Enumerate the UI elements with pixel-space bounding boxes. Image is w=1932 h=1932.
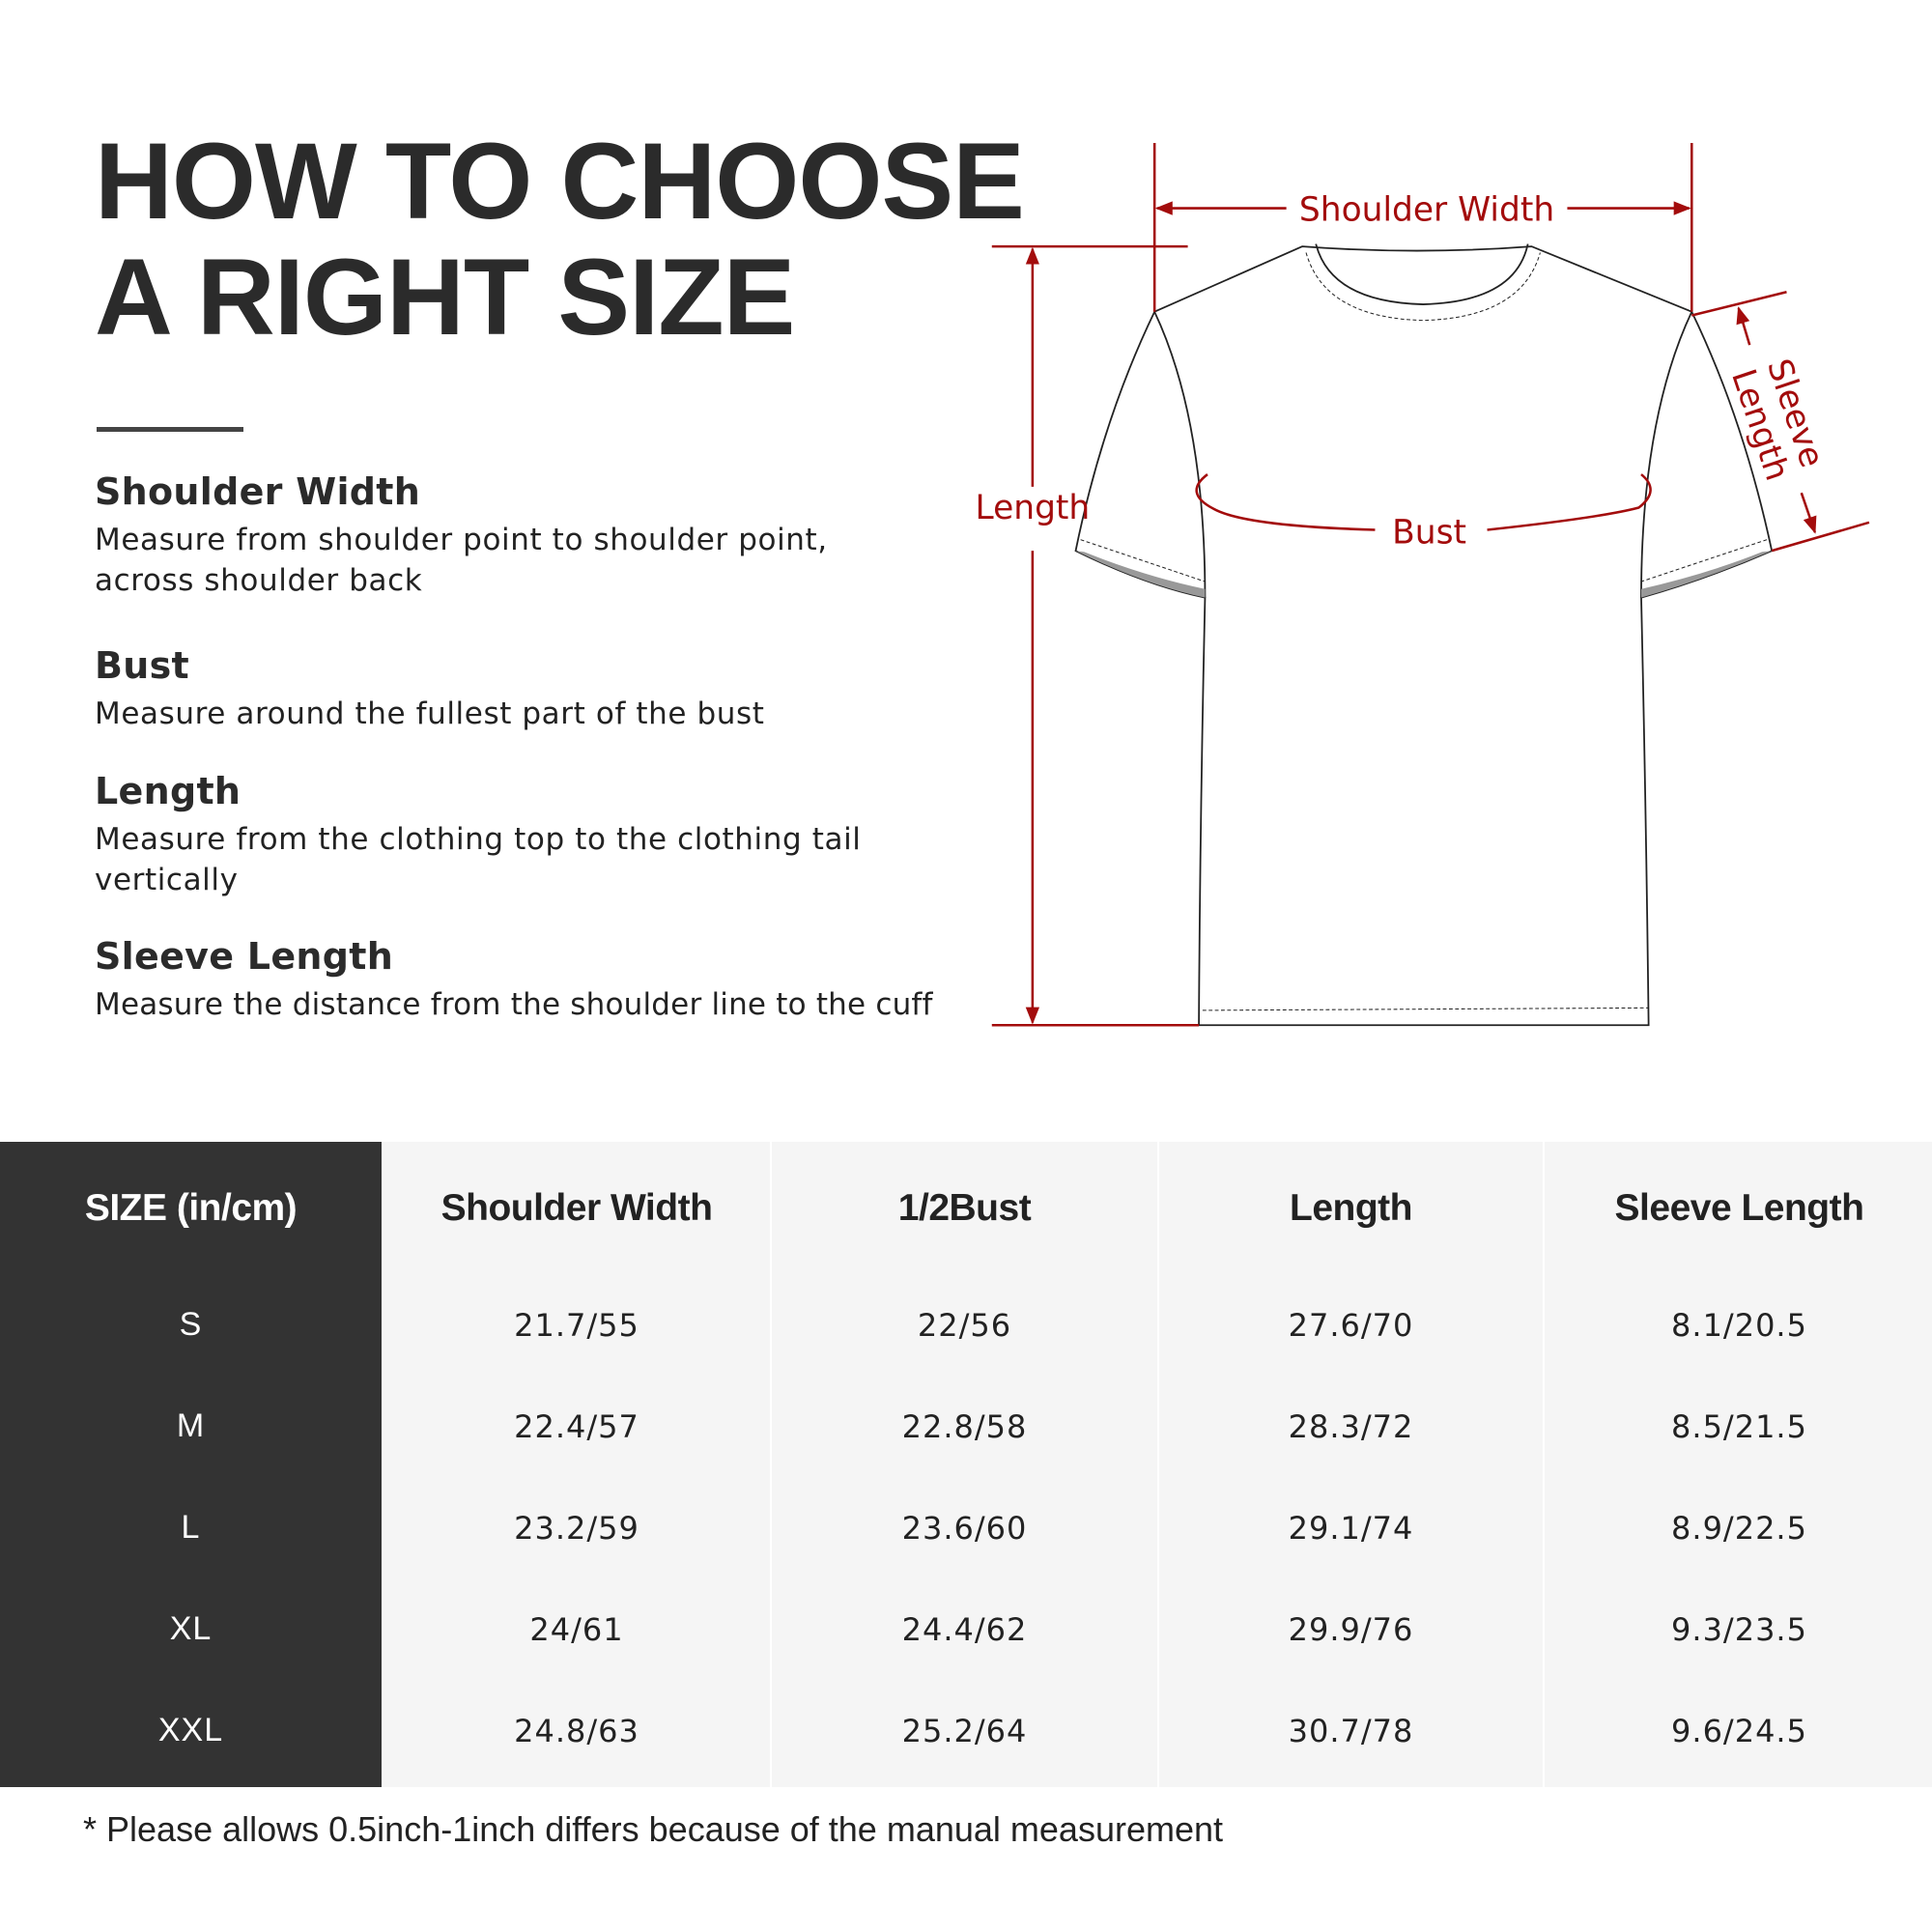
table-cell: 27.6/70 — [1288, 1306, 1414, 1344]
table-cell: 9.6/24.5 — [1671, 1712, 1807, 1749]
size-cell: L — [181, 1509, 201, 1546]
guide-length: Length Measure from the clothing top to … — [95, 769, 964, 900]
table-cell: 8.9/22.5 — [1671, 1509, 1807, 1547]
table-cell: 24.8/63 — [514, 1712, 639, 1749]
guide-desc: Measure from shoulder point to shoulder … — [95, 520, 964, 601]
shoulder-width-measure: Shoulder Width — [1152, 142, 1693, 312]
guide-bust: Bust Measure around the fullest part of … — [95, 643, 964, 734]
table-cell: 29.1/74 — [1288, 1509, 1414, 1547]
table-cell: 23.2/59 — [514, 1509, 639, 1547]
size-cell: XL — [169, 1610, 213, 1647]
length-column: Length 27.6/70 28.3/72 29.1/74 29.9/76 3… — [1159, 1142, 1543, 1787]
column-header: Sleeve Length — [1614, 1186, 1864, 1229]
guide-heading: Shoulder Width — [95, 470, 421, 513]
guide-desc: Measure the distance from the shoulder l… — [95, 987, 933, 1022]
guide-desc-line: Measure from the clothing top to the clo… — [95, 822, 862, 857]
divider — [97, 427, 243, 432]
bust-label: Bust — [1392, 514, 1466, 553]
table-cell: 9.3/23.5 — [1671, 1610, 1807, 1648]
guide-desc: Measure from the clothing top to the clo… — [95, 819, 964, 900]
guide-desc-line: Measure from shoulder point to shoulder … — [95, 523, 828, 557]
table-cell: 28.3/72 — [1288, 1407, 1414, 1445]
column-header: SIZE (in/cm) — [84, 1186, 298, 1229]
column-header: 1/2Bust — [897, 1186, 1032, 1229]
shoulder-width-label: Shoulder Width — [1299, 190, 1554, 229]
title-line-2: A RIGHT SIZE — [95, 237, 795, 357]
size-chart-table: SIZE (in/cm) S M L XL XXL Shoulder Width… — [0, 1142, 1932, 1787]
sleeve-length-column: Sleeve Length 8.1/20.5 8.5/21.5 8.9/22.5… — [1545, 1142, 1932, 1787]
table-cell: 25.2/64 — [901, 1712, 1028, 1749]
table-cell: 8.1/20.5 — [1671, 1306, 1807, 1344]
footnote: * Please allows 0.5inch-1inch differs be… — [83, 1809, 1224, 1849]
table-cell: 24/61 — [529, 1610, 624, 1648]
table-cell: 22.4/57 — [514, 1407, 639, 1445]
half-bust-column: 1/2Bust 22/56 22.8/58 23.6/60 24.4/62 25… — [772, 1142, 1157, 1787]
guide-sleeve-length: Sleeve Length Measure the distance from … — [95, 934, 1061, 1025]
guide-shoulder-width: Shoulder Width Measure from shoulder poi… — [95, 469, 964, 601]
guide-desc-line: vertically — [95, 863, 239, 897]
tshirt-outline — [1074, 243, 1774, 1027]
size-cell: XXL — [157, 1712, 224, 1748]
length-measure: Length — [976, 244, 1200, 1027]
guide-heading: Bust — [95, 644, 189, 687]
size-cell: M — [176, 1407, 206, 1444]
size-column: SIZE (in/cm) S M L XL XXL — [0, 1142, 382, 1787]
table-cell: 22.8/58 — [901, 1407, 1028, 1445]
shoulder-width-column: Shoulder Width 21.7/55 22.4/57 23.2/59 2… — [384, 1142, 770, 1787]
bust-measure: Bust — [1195, 473, 1652, 553]
table-cell: 8.5/21.5 — [1671, 1407, 1807, 1445]
table-cell: 22/56 — [917, 1306, 1012, 1344]
table-cell: 24.4/62 — [901, 1610, 1028, 1648]
column-header: Shoulder Width — [440, 1186, 713, 1229]
title-line-1: HOW TO CHOOSE — [95, 121, 1025, 242]
guide-desc-line: across shoulder back — [95, 563, 423, 598]
table-cell: 29.9/76 — [1288, 1610, 1414, 1648]
table-cell: 21.7/55 — [514, 1306, 639, 1344]
guide-heading: Sleeve Length — [95, 935, 394, 978]
length-label: Length — [976, 489, 1091, 527]
guide-desc: Measure around the fullest part of the b… — [95, 696, 765, 731]
column-header: Length — [1290, 1186, 1412, 1229]
size-cell: S — [179, 1306, 203, 1343]
page-title: HOW TO CHOOSE A RIGHT SIZE — [95, 121, 1025, 357]
table-cell: 23.6/60 — [901, 1509, 1028, 1547]
table-cell: 30.7/78 — [1288, 1712, 1414, 1749]
guide-heading: Length — [95, 770, 242, 812]
